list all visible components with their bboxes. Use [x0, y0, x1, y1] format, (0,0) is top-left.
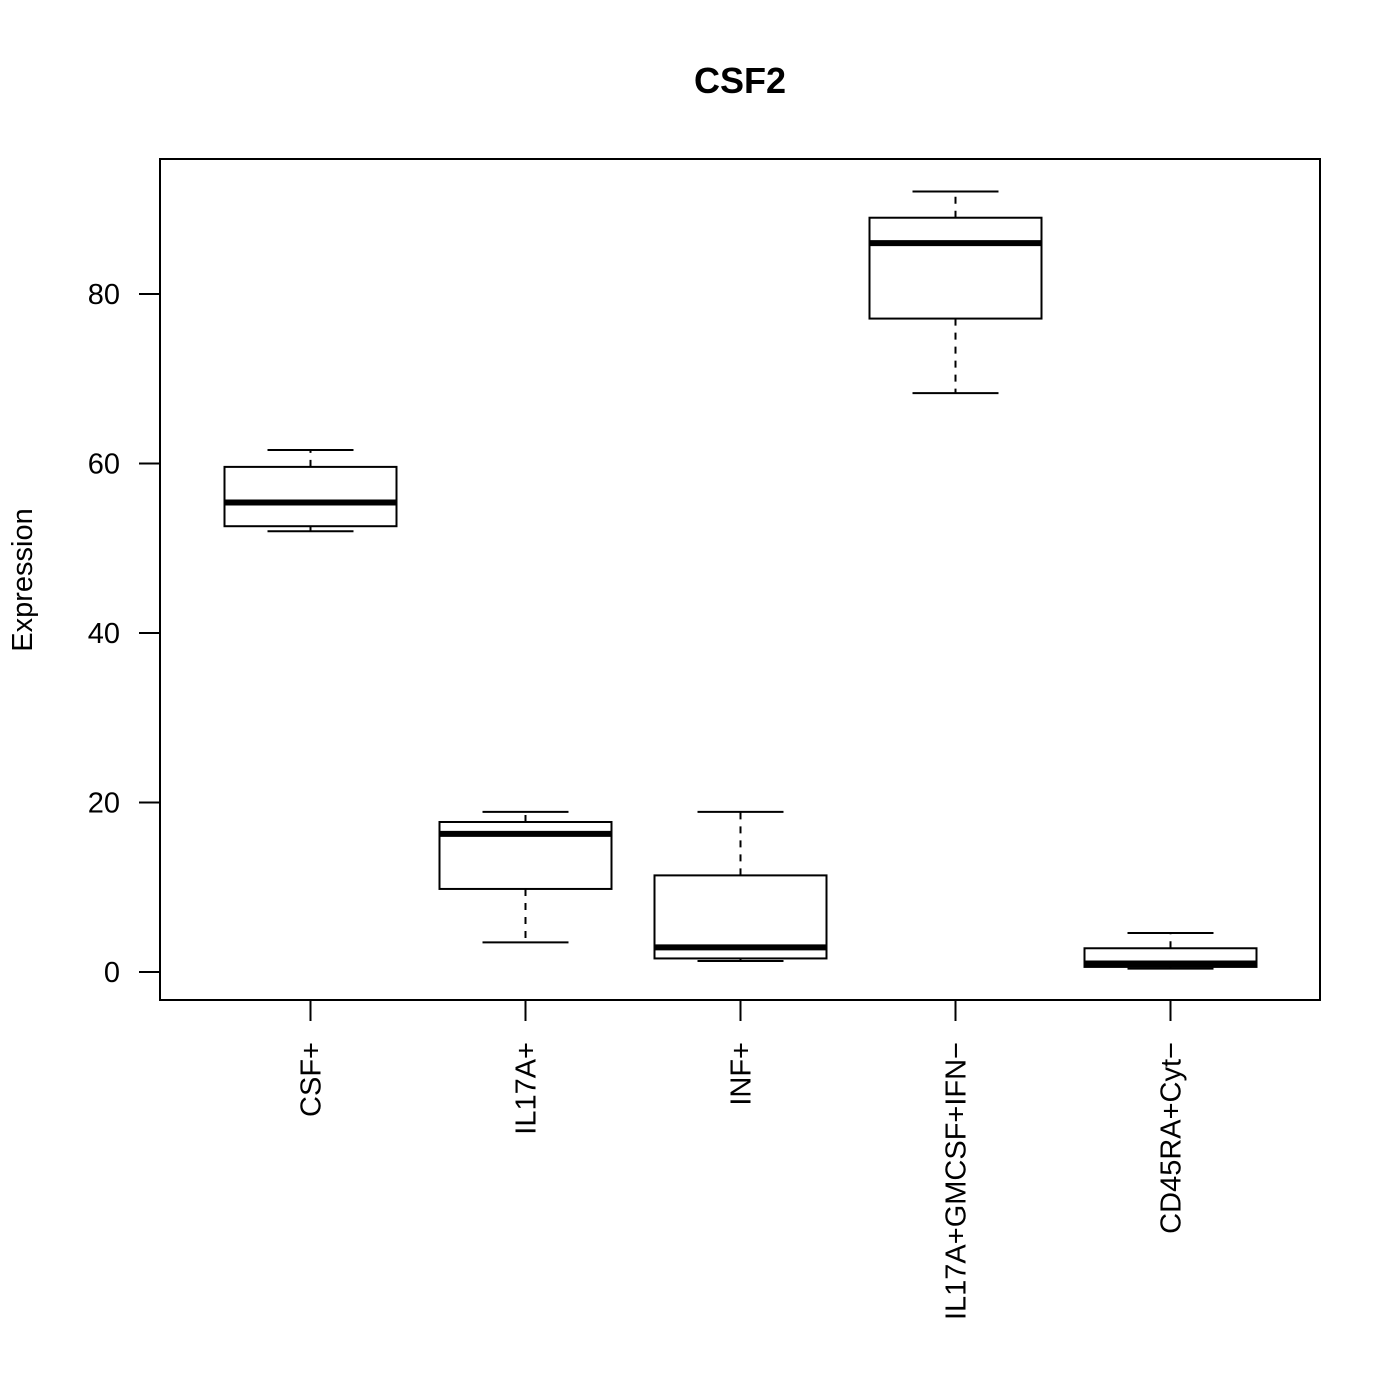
y-tick-label: 80 — [88, 279, 120, 311]
y-tick-label: 0 — [104, 957, 120, 989]
boxes-layer — [223, 190, 1258, 970]
box-group — [438, 810, 613, 944]
box-iqr — [223, 465, 398, 528]
box-group — [1083, 932, 1258, 970]
x-category-label: INF+ — [726, 1042, 758, 1106]
box-iqr — [868, 216, 1043, 320]
x-category-label: IL17A+ — [511, 1042, 543, 1135]
chart-title: CSF2 — [694, 60, 786, 101]
x-category-label: CSF+ — [296, 1042, 328, 1117]
x-category-label: CD45RA+Cyt− — [1156, 1042, 1188, 1234]
box-group — [868, 190, 1043, 395]
y-tick-label: 40 — [88, 618, 120, 650]
y-tick-label: 20 — [88, 788, 120, 820]
x-axis: CSF+ IL17A+ INF+ IL17A+GMCSF+IFN− CD45RA+Cyt… — [296, 1000, 1188, 1320]
box-group — [653, 810, 828, 962]
x-category-label: IL17A+GMCSF+IFN− — [941, 1042, 973, 1320]
box-group — [223, 448, 398, 533]
y-axis-label: Expression — [7, 508, 39, 651]
y-axis: 0 20 40 60 80 — [88, 279, 161, 989]
y-tick-label: 60 — [88, 449, 120, 481]
